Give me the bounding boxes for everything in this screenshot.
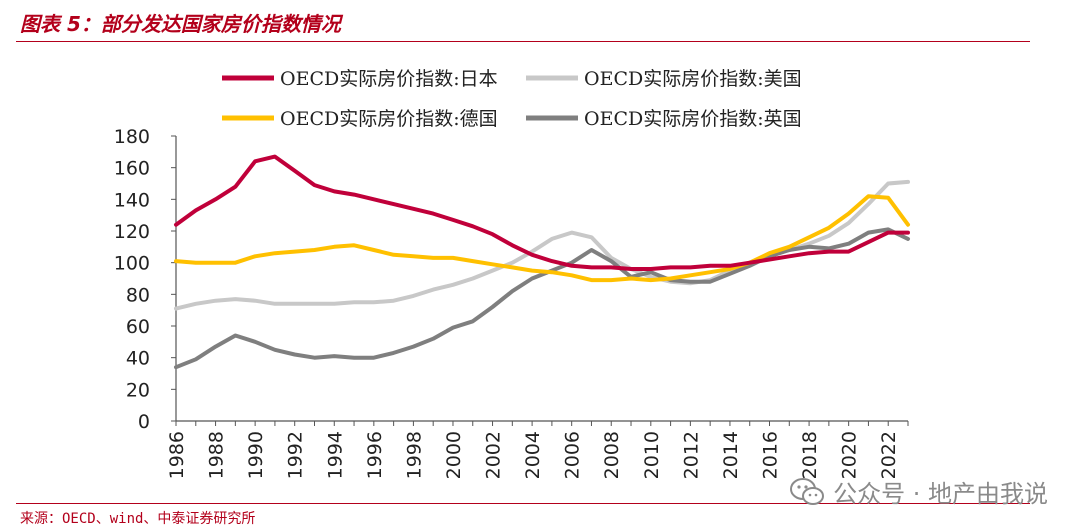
y-tick-label: 20 [126, 379, 150, 401]
series-line [174, 227, 910, 370]
line-chart: OECD实际房价指数:日本 OECD实际房价指数:美国 OECD实际房价指数:德国 O… [114, 68, 910, 479]
legend-label: OECD实际房价指数:日本 [280, 68, 498, 90]
x-tick-label: 2020 [839, 431, 861, 479]
x-tick-label: 2010 [641, 431, 663, 479]
x-tick-label: 2018 [799, 431, 821, 479]
x-tick-label: 1992 [285, 431, 307, 479]
x-tick-label: 2022 [878, 431, 900, 479]
y-tick-label: 0 [138, 411, 150, 433]
y-tick-label: 180 [114, 126, 150, 148]
x-tick-label: 2000 [443, 431, 465, 479]
y-tick-label: 40 [126, 348, 150, 370]
footer-divider [16, 503, 1030, 504]
x-tick-label: 2016 [760, 431, 782, 479]
chart-legend: OECD实际房价指数:日本 OECD实际房价指数:美国 OECD实际房价指数:德国 O… [222, 68, 802, 130]
series-line [174, 179, 910, 311]
x-tick-label: 1988 [206, 431, 228, 479]
x-tick-label: 1986 [166, 431, 188, 479]
x-tick-label: 1998 [403, 431, 425, 479]
x-tick-label: 1994 [324, 431, 346, 479]
series-line [174, 194, 910, 283]
x-tick-label: 2002 [483, 431, 505, 479]
legend-label: OECD实际房价指数:德国 [280, 108, 498, 130]
x-tick-label: 2006 [562, 431, 584, 479]
title-divider [16, 41, 1030, 42]
y-tick-label: 80 [126, 284, 150, 306]
y-tick-label: 140 [114, 189, 150, 211]
x-tick-label: 2012 [680, 431, 702, 479]
source-note: 来源：OECD、wind、中泰证券研究所 [20, 511, 256, 527]
x-tick-label: 2004 [522, 431, 544, 479]
chart-axes: 0 20 40 60 80 100 120 140 160 180 1986 1988 1990 1992… [114, 126, 909, 479]
chart-series [174, 154, 910, 370]
legend-label: OECD实际房价指数:英国 [584, 108, 802, 130]
y-tick-label: 100 [114, 253, 150, 275]
wechat-icon [790, 477, 825, 505]
y-tick-label: 120 [114, 221, 150, 243]
y-tick-label: 160 [114, 158, 150, 180]
watermark-text: 公众号 · 地产由我说 [833, 480, 1048, 508]
watermark: 公众号 · 地产由我说 [789, 474, 1048, 509]
x-tick-label: 2008 [601, 431, 623, 479]
x-tick-label: 2014 [720, 431, 742, 479]
x-tick-label: 1996 [364, 431, 386, 479]
y-tick-label: 60 [126, 316, 150, 338]
legend-label: OECD实际房价指数:美国 [584, 68, 802, 90]
x-tick-label: 1990 [245, 431, 267, 479]
series-line [174, 154, 910, 271]
figure-title: 图表 5：部分发达国家房价指数情况 [20, 12, 341, 36]
